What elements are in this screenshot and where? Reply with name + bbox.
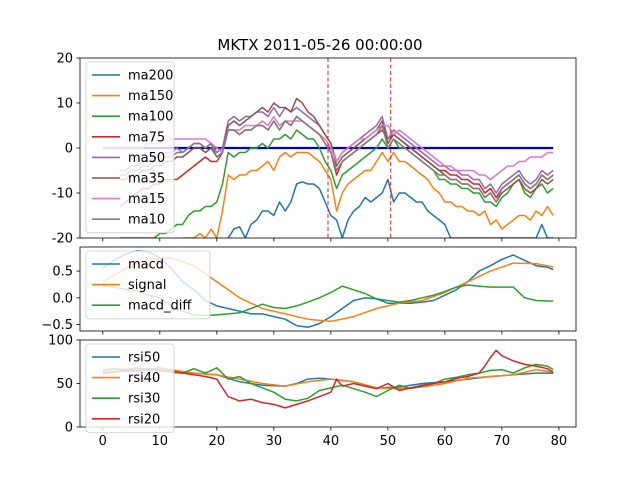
axes-frame [79,246,577,332]
legend-label: rsi40 [128,371,160,386]
y-tick-label: −0.5 [41,318,73,333]
legend-label: ma15 [128,192,165,207]
chart-title: MKTX 2011-05-26 00:00:00 [217,36,422,54]
ma-panel: -20-1001020ma200ma150ma100ma75ma50ma35ma… [52,52,577,247]
y-tick-label: 20 [56,52,73,67]
y-tick-label: 10 [56,97,73,112]
y-tick-label: -10 [52,187,73,202]
legend: macd signal macd_diff [85,250,211,320]
legend-label: rsi30 [128,392,160,407]
legend-label: ma35 [128,172,165,187]
series-line-rsi20 [102,349,554,409]
series-line-ma150 [182,151,554,238]
plot-area [102,349,554,409]
legend-label: rsi20 [128,412,160,427]
x-tick-label: 80 [551,434,568,449]
legend-box [85,343,175,433]
y-tick-label: 50 [56,377,73,392]
legend-label: macd [128,258,164,273]
legend-label: ma10 [128,213,165,228]
legend-label: ma150 [128,89,173,104]
macd-panel: −0.5 0.0 0.5 macd signal macd_diff [41,246,577,335]
series-line-ma200 [227,178,554,238]
y-tick-label: 0.0 [52,291,73,306]
y-tick-label: 100 [48,334,73,349]
series-line-ma10 [119,115,554,203]
y-tick-label: 0 [65,421,73,436]
y-tick-label: -20 [52,232,73,247]
x-tick-label: 50 [380,434,397,449]
series-line-ma100 [119,129,554,238]
legend-label: ma50 [128,151,165,166]
x-tick-label: 40 [323,434,340,449]
legend-label: ma200 [128,69,173,84]
y-tick-label: 0.5 [52,265,73,280]
x-tick-label: 30 [266,434,283,449]
legend-label: ma100 [128,110,173,125]
legend: rsi50 rsi40 rsi30 rsi20 [85,343,175,433]
series-line-ma75 [119,115,554,208]
legend-box [85,250,211,320]
legend: ma200 ma150 ma100 ma75 ma50 ma35 ma15 ma10 [85,61,175,234]
series-line-rsi40 [102,367,554,390]
x-tick-label: 20 [209,434,226,449]
y-tick-label: 0 [65,142,73,157]
legend-label: ma75 [128,130,165,145]
legend-label: signal [128,278,166,293]
x-tick-label: 0 [99,434,107,449]
plot-area [102,58,554,238]
x-tick-label: 10 [152,434,169,449]
legend-label: rsi50 [128,351,160,366]
legend-box [85,61,175,234]
legend-label: macd_diff [128,299,192,314]
x-tick-label: 60 [437,434,454,449]
x-tick-label: 70 [494,434,511,449]
